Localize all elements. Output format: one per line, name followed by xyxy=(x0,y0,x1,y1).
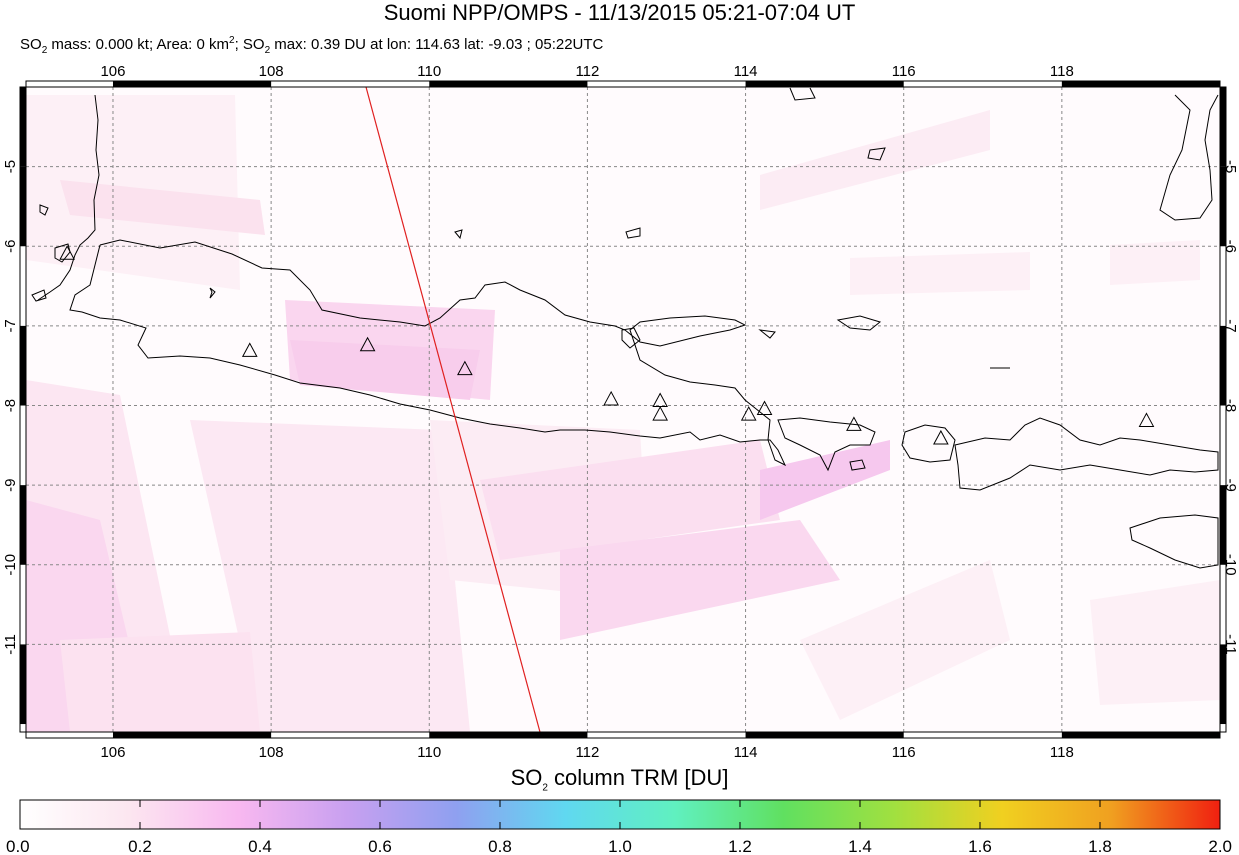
satellite-orbit-line xyxy=(365,86,541,733)
volcano-icon xyxy=(740,406,757,421)
volcano-icon xyxy=(603,390,619,406)
lon-tick-label-top: 112 xyxy=(575,63,599,80)
colorbar-tick-label: 1.0 xyxy=(608,837,632,855)
volcano-icon xyxy=(241,342,258,357)
colorbar-tick-label: 1.4 xyxy=(848,837,872,855)
lat-tick-label-right: -6 xyxy=(1222,240,1239,253)
frame-bar-top xyxy=(1061,81,1220,87)
lat-tick-label-right: -7 xyxy=(1222,319,1239,332)
colorbar-tick-label: 0.8 xyxy=(488,837,512,855)
lat-tick-label-right: -5 xyxy=(1222,160,1239,173)
lon-tick-label-bottom: 106 xyxy=(100,744,125,761)
colorbar-title: SO2 column TRM [DU] xyxy=(510,765,729,794)
colorbar-tick-label: 1.2 xyxy=(728,837,752,855)
volcano-icon xyxy=(457,360,473,376)
frame-bar-right xyxy=(1220,325,1226,406)
colorbar-tick-label: 2.0 xyxy=(1208,837,1232,855)
lon-tick-label-bottom: 114 xyxy=(734,744,758,761)
volcano-icon xyxy=(1138,412,1155,427)
lon-tick-label-top: 106 xyxy=(100,63,125,80)
lon-tick-label-top: 116 xyxy=(892,63,916,80)
lat-tick-label-right: -9 xyxy=(1222,478,1239,491)
map-title: Suomi NPP/OMPS - 11/13/2015 05:21-07:04 … xyxy=(383,0,856,25)
frame-bar-bottom xyxy=(112,732,272,738)
volcano-icon xyxy=(756,400,773,415)
volcano-icon xyxy=(59,245,75,260)
frame-bar-top xyxy=(429,81,588,87)
frame-strip-right xyxy=(1219,86,1227,733)
volcano-icon xyxy=(359,336,376,352)
colorbar-tick-label: 0.6 xyxy=(368,837,392,855)
lat-tick-label-left: -9 xyxy=(2,478,19,491)
lon-tick-label-bottom: 118 xyxy=(1050,744,1074,761)
lat-tick-label-left: -11 xyxy=(2,634,19,655)
colorbar-tick-label: 1.6 xyxy=(968,837,992,855)
frame-bar-top xyxy=(112,81,272,87)
colorbar-tick-label: 1.8 xyxy=(1088,837,1112,855)
frame-bar-bottom xyxy=(745,732,904,738)
so2-stats: SO2 mass: 0.000 kt; Area: 0 km2; SO2 max… xyxy=(20,35,604,56)
axis-tick-labels: 106 106 108 108 110 110 112 112 114 114 116 116 118 1… xyxy=(2,63,1239,761)
coastlines xyxy=(31,87,1219,569)
frame-bar-left xyxy=(20,325,26,406)
frame-bar-top xyxy=(745,81,904,87)
colorbar-tick-label: 0.0 xyxy=(6,837,30,855)
frame-bar-left xyxy=(20,166,26,247)
frame-bar-right xyxy=(1220,87,1226,167)
frame-bar-right xyxy=(1220,485,1226,565)
colorbar-tick-label: 0.4 xyxy=(248,837,272,855)
lat-tick-label-left: -7 xyxy=(2,319,19,332)
lon-tick-label-bottom: 112 xyxy=(575,744,599,761)
frame-bar-bottom xyxy=(1061,732,1220,738)
lon-tick-label-bottom: 116 xyxy=(892,744,916,761)
lat-tick-label-right: -10 xyxy=(1222,554,1239,576)
lat-tick-label-left: -8 xyxy=(2,399,19,412)
colorbar-ticks: 0.0 0.2 0.4 0.6 0.8 1.0 1.2 1.4 1.6 1.8 2.0 xyxy=(6,800,1232,855)
volcano-icon xyxy=(933,429,949,445)
frame-bar-bottom xyxy=(429,732,588,738)
frame-bar-left xyxy=(20,87,26,167)
frame-strip-bottom xyxy=(25,731,1221,739)
lon-tick-label-top: 118 xyxy=(1050,63,1074,80)
lon-tick-label-bottom: 110 xyxy=(417,744,441,761)
lat-tick-label-left: -10 xyxy=(2,554,19,576)
frame-strip-left xyxy=(19,86,27,733)
colorbar-tick-label: 0.2 xyxy=(128,837,152,855)
map-frame xyxy=(19,80,1227,739)
lat-tick-label-right: -11 xyxy=(1222,634,1239,655)
frame-bar-left xyxy=(20,485,26,565)
graticule xyxy=(26,87,1220,732)
frame-strip-top xyxy=(25,80,1221,88)
volcano-icon xyxy=(652,406,669,421)
lon-tick-label-top: 110 xyxy=(417,63,441,80)
frame-bar-right xyxy=(1220,644,1226,725)
lat-tick-label-left: -5 xyxy=(2,160,19,173)
lon-tick-label-bottom: 108 xyxy=(259,744,284,761)
lon-tick-label-top: 108 xyxy=(259,63,284,80)
lon-tick-label-top: 114 xyxy=(734,63,758,80)
volcano-icon xyxy=(846,416,862,431)
volcano-markers xyxy=(59,245,1155,445)
frame-bar-left xyxy=(20,644,26,725)
lat-tick-label-left: -6 xyxy=(2,240,19,253)
frame-bar-right xyxy=(1220,166,1226,247)
so2-swaths xyxy=(26,87,1220,732)
lat-tick-label-right: -8 xyxy=(1222,399,1239,412)
